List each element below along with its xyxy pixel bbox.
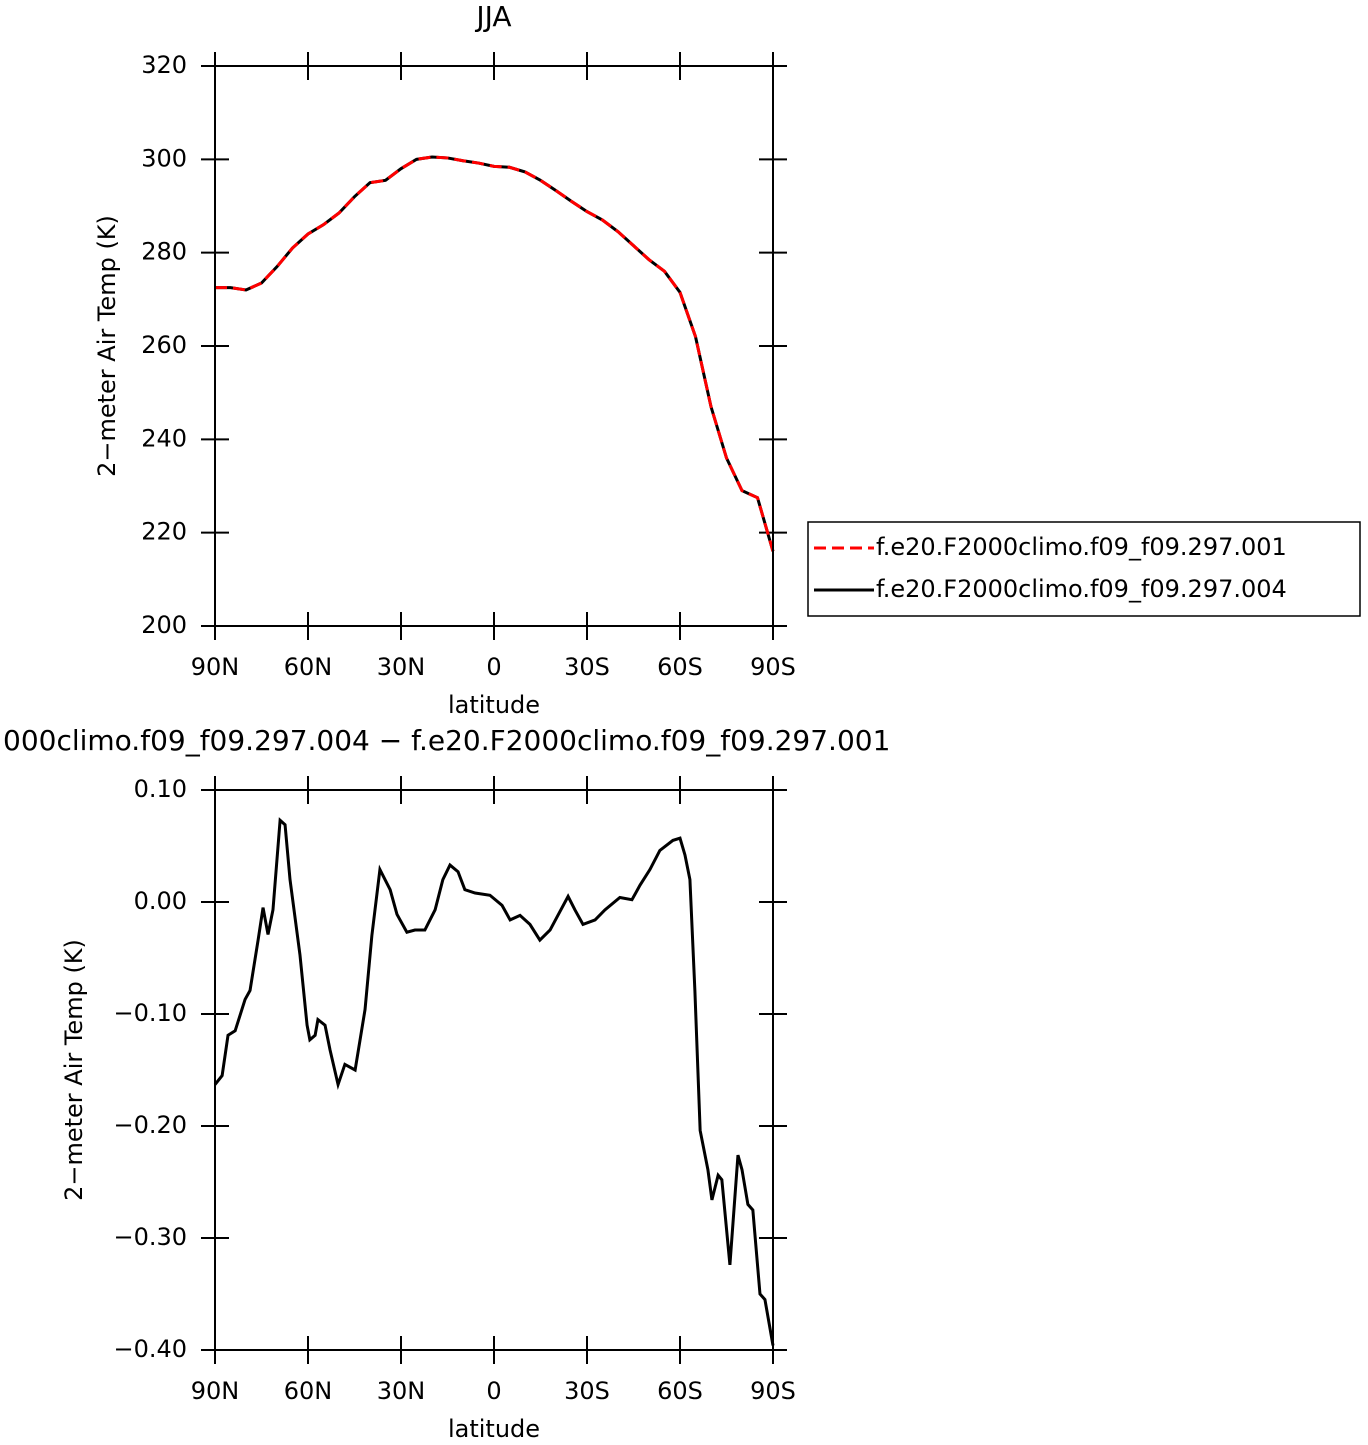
legend-box <box>807 521 1361 617</box>
y-tick-label: 0.00 <box>134 887 187 915</box>
x-tick-label: 60S <box>657 1377 703 1405</box>
y-tick-label: 220 <box>141 518 187 546</box>
x-tick-label: 90N <box>191 1377 240 1405</box>
y-tick-label: 300 <box>141 144 187 172</box>
x-tick-label: 0 <box>486 653 501 681</box>
series-line <box>215 155 775 552</box>
y-tick-label: 320 <box>141 51 187 79</box>
y-tick-label: −0.10 <box>113 999 187 1027</box>
x-axis-label: latitude <box>448 691 540 719</box>
legend-label: f.e20.F2000climo.f09_f09.297.004 <box>876 575 1287 603</box>
x-tick-label: 60N <box>284 1377 333 1405</box>
chart-title: JJA <box>474 0 511 33</box>
y-axis-label: 2−meter Air Temp (K) <box>93 215 121 477</box>
y-tick-label: 240 <box>141 424 187 452</box>
y-tick-label: −0.20 <box>113 1111 187 1139</box>
x-tick-label: 30S <box>564 1377 610 1405</box>
x-axis-label: latitude <box>448 1415 540 1443</box>
x-tick-label: 60S <box>657 653 703 681</box>
plot-frame <box>214 789 774 1351</box>
plot-frame <box>214 65 774 627</box>
series-line <box>213 817 775 1346</box>
y-tick-label: 260 <box>141 331 187 359</box>
y-tick-label: 0.10 <box>134 775 187 803</box>
x-tick-label: 30S <box>564 653 610 681</box>
x-tick-label: 30N <box>377 653 426 681</box>
x-tick-label: 90S <box>750 1377 796 1405</box>
y-tick-label: −0.40 <box>113 1335 187 1363</box>
y-tick-label: −0.30 <box>113 1223 187 1251</box>
x-tick-label: 60N <box>284 653 333 681</box>
x-tick-label: 0 <box>486 1377 501 1405</box>
y-tick-label: 200 <box>141 611 187 639</box>
x-tick-label: 30N <box>377 1377 426 1405</box>
chart-title: 000climo.f09_f09.297.004 − f.e20.F2000cl… <box>3 724 890 757</box>
x-tick-label: 90S <box>750 653 796 681</box>
y-tick-label: 280 <box>141 238 187 266</box>
series-line <box>215 155 775 552</box>
legend-label: f.e20.F2000climo.f09_f09.297.001 <box>876 533 1287 561</box>
x-tick-label: 90N <box>191 653 240 681</box>
y-axis-label: 2−meter Air Temp (K) <box>60 939 88 1201</box>
